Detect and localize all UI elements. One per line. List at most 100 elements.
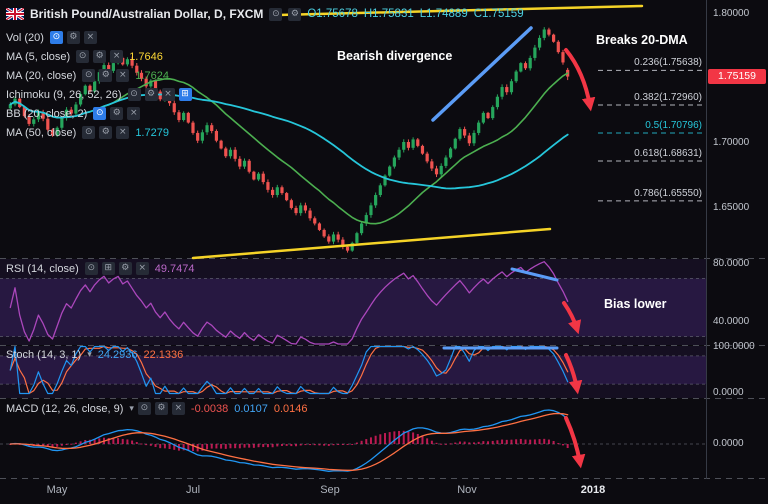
indicator-value: 49.7474 — [154, 262, 195, 275]
annotation-bias-lower[interactable]: Bias lower — [604, 297, 667, 311]
settings-icon[interactable]: ⚙ — [93, 50, 107, 63]
close-icon[interactable]: × — [161, 88, 175, 101]
indicator-label[interactable]: Ichimoku (9, 26, 52, 26) — [6, 88, 122, 101]
close-icon[interactable]: × — [116, 69, 130, 82]
price-axis-label: 100.0000 — [713, 341, 755, 352]
time-axis-label: Nov — [457, 484, 477, 496]
eye-icon[interactable]: ⊙ — [82, 69, 96, 82]
close-icon[interactable]: × — [110, 50, 124, 63]
fib-level-label: 0.5(1.70796) — [645, 119, 702, 131]
close-icon[interactable]: × — [116, 126, 130, 139]
price-axis-label: 1.80000 — [713, 8, 750, 19]
annotation-breaks-20dma[interactable]: Breaks 20-DMA — [596, 33, 688, 47]
settings-icon[interactable]: ⚙ — [288, 7, 302, 21]
rsi-down-arrow[interactable] — [562, 301, 582, 335]
indicator-label[interactable]: MACD (12, 26, close, 9) — [6, 402, 124, 415]
candlestick-series — [8, 27, 570, 253]
fib-level-label: 0.236(1.75638) — [634, 57, 702, 69]
price-axis-label: 80.0000 — [713, 258, 750, 269]
eye-icon[interactable]: ⊙ — [76, 50, 90, 63]
indicator-value: 22.1336 — [143, 349, 184, 361]
style-icon[interactable]: ⊞ — [101, 262, 115, 275]
ohlc-open: O1.75678 — [307, 8, 358, 20]
close-icon[interactable]: × — [171, 402, 185, 415]
macd-histogram — [9, 430, 569, 452]
time-axis-label: May — [46, 484, 68, 496]
eye-icon[interactable]: ⊙ — [269, 7, 283, 21]
indicator-row: MA (5, close) ⊙ ⚙ × 1.7646 — [6, 50, 163, 63]
indicator-row: Ichimoku (9, 26, 52, 26) ⊙ ⚙ × ⊞ — [6, 88, 192, 101]
ohlc-close: C1.75159 — [473, 8, 524, 20]
indicator-value: 0.0146 — [273, 402, 308, 415]
rsi-line — [9, 261, 569, 345]
divergence-blue-line[interactable] — [431, 26, 533, 122]
indicator-value: -0.0038 — [190, 402, 229, 415]
indicator-row: MACD (12, 26, close, 9) ▾ ⊙ ⚙ × -0.0038 0.0107… — [6, 402, 308, 415]
indicator-label[interactable]: Vol (20) — [6, 31, 44, 44]
indicator-label[interactable]: Stoch (14, 3, 1) — [6, 349, 82, 361]
fib-level-label: 0.382(1.72960) — [634, 92, 702, 103]
indicator-label[interactable]: RSI (14, close) — [6, 262, 79, 275]
indicator-row: MA (50, close) ⊙ ⚙ × 1.7279 — [6, 126, 169, 139]
indicator-label[interactable]: MA (5, close) — [6, 50, 71, 63]
price-axis[interactable]: 1.75159 1.80000 1.70000 1.65000 80.0000 40.0… — [706, 0, 768, 479]
eye-icon[interactable]: ⊙ — [49, 31, 63, 44]
time-axis[interactable]: May Jul Sep Nov 2018 — [0, 479, 768, 504]
settings-icon[interactable]: ⚙ — [154, 402, 168, 415]
indicator-value: 1.7279 — [135, 126, 169, 139]
lower-yellow-trendline[interactable] — [191, 227, 552, 260]
rsi-blue-line[interactable] — [510, 267, 559, 282]
close-icon[interactable]: × — [135, 262, 149, 275]
ohlc-low: L1.74889 — [419, 8, 468, 20]
settings-icon[interactable]: ⚙ — [144, 88, 158, 101]
indicator-label[interactable]: MA (20, close) — [6, 69, 77, 82]
symbol-legend: British Pound/Australian Dollar, D, FXCM… — [6, 6, 524, 22]
eye-icon[interactable]: ⊙ — [82, 126, 96, 139]
annotation-bearish-divergence[interactable]: Bearish divergence — [337, 49, 453, 63]
close-icon[interactable]: × — [127, 107, 141, 120]
indicator-label[interactable]: MA (50, close) — [6, 126, 77, 139]
settings-icon[interactable]: ⚙ — [110, 107, 124, 120]
macd-down-arrow[interactable] — [564, 416, 586, 469]
macd-signal-line — [9, 412, 569, 471]
eye-icon[interactable]: ⊙ — [93, 107, 107, 120]
time-axis-label: Sep — [320, 484, 340, 496]
chevron-down-icon[interactable]: ▾ — [87, 350, 92, 360]
style-icon[interactable]: ⊞ — [178, 88, 192, 101]
price-axis-label: 40.0000 — [713, 316, 750, 327]
current-price-badge: 1.75159 — [708, 69, 766, 84]
upper-yellow-trendline[interactable] — [276, 4, 644, 17]
chevron-down-icon[interactable]: ▾ — [129, 403, 134, 414]
fib-level-label: 0.618(1.68631) — [634, 147, 702, 159]
price-axis-label: 1.65000 — [713, 202, 750, 213]
indicator-value: 24.2936 — [97, 349, 138, 361]
symbol-title[interactable]: British Pound/Australian Dollar, D, FXCM — [30, 7, 264, 21]
gbp-flag-icon — [6, 8, 24, 20]
close-icon[interactable]: × — [83, 31, 97, 44]
eye-icon[interactable]: ⊙ — [127, 88, 141, 101]
indicator-row: BB (20, close, 2) ⊙ ⚙ × — [6, 107, 141, 120]
indicator-row: RSI (14, close) ⊙ ⊞ ⚙ × 49.7474 — [6, 262, 195, 275]
ma50-line — [9, 93, 569, 190]
indicator-value: 1.7624 — [135, 69, 169, 82]
price-down-arrow[interactable] — [564, 48, 596, 112]
indicator-row: Vol (20) ⊙ ⚙ × — [6, 31, 97, 44]
indicator-label[interactable]: BB (20, close, 2) — [6, 107, 88, 120]
ohlc-high: H1.75831 — [363, 8, 414, 20]
time-axis-label: 2018 — [580, 484, 606, 496]
settings-icon[interactable]: ⚙ — [99, 69, 113, 82]
indicator-row: MA (20, close) ⊙ ⚙ × 1.7624 — [6, 69, 169, 82]
eye-icon[interactable]: ⊙ — [84, 262, 98, 275]
settings-icon[interactable]: ⚙ — [99, 126, 113, 139]
settings-icon[interactable]: ⚙ — [118, 262, 132, 275]
eye-icon[interactable]: ⊙ — [137, 402, 151, 415]
macd-line — [9, 409, 569, 472]
fib-level-label: 0.786(1.65550) — [634, 187, 702, 199]
indicator-row: Stoch (14, 3, 1) ▾ 24.2936 22.1336 — [6, 349, 183, 361]
price-axis-label: 0.0000 — [713, 387, 744, 398]
indicator-value: 0.0107 — [234, 402, 268, 415]
settings-icon[interactable]: ⚙ — [66, 31, 80, 44]
stoch-down-arrow[interactable] — [564, 353, 583, 395]
